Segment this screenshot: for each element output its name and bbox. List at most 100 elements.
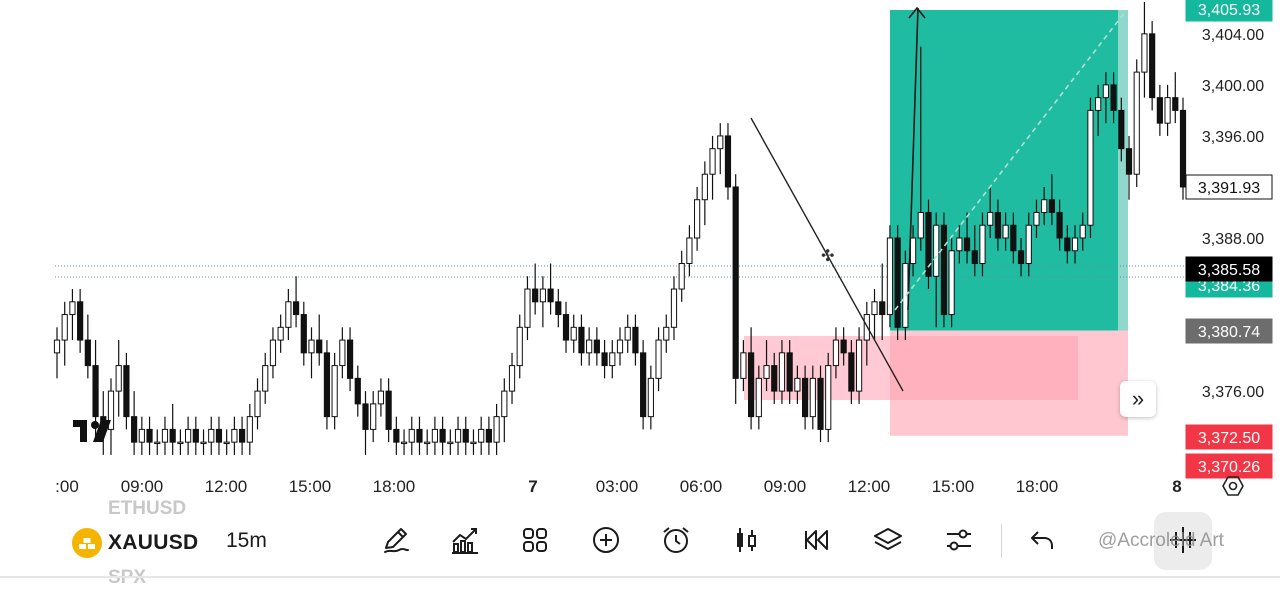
- candle-up: [254, 390, 261, 418]
- candle-up: [663, 326, 670, 341]
- candle-up: [231, 428, 238, 443]
- replay-icon[interactable]: [797, 520, 837, 560]
- price-axis[interactable]: 3,404.00 3,400.00 3,396.00 3,388.00 3,376.00: [1202, 27, 1264, 401]
- candle-up: [832, 339, 840, 367]
- candle-down: [601, 352, 608, 367]
- symbol-selector[interactable]: XAUUSD: [72, 519, 198, 567]
- price-chart[interactable]: ✣ 3,404.00 3,400.00 3,396.00 3,388.00 3,376.…: [0, 0, 1280, 508]
- settings-sliders-icon[interactable]: [939, 520, 979, 560]
- candle-down: [84, 339, 91, 367]
- candle-up: [701, 173, 708, 201]
- candle-up: [1095, 97, 1102, 111]
- candle-up: [185, 428, 192, 443]
- short-position-zone[interactable]: [744, 336, 1078, 400]
- candle-down: [593, 339, 600, 354]
- candle-up: [624, 326, 631, 341]
- candle-up: [107, 390, 115, 430]
- expand-chart-button[interactable]: »: [1120, 381, 1156, 417]
- entry-price-tag-text: 3,380.74: [1198, 324, 1260, 341]
- candle-down: [462, 428, 469, 443]
- candle-down: [1179, 109, 1187, 188]
- stop-loss-tag: [1185, 424, 1273, 450]
- layout-grid-icon[interactable]: [515, 520, 555, 560]
- candle-down: [632, 326, 639, 354]
- candle-up: [1071, 237, 1079, 252]
- candle-up: [678, 263, 685, 290]
- gold-bars-icon: [72, 528, 102, 558]
- layers-icon[interactable]: [868, 520, 908, 560]
- candle-up: [161, 428, 169, 443]
- candle-up: [285, 301, 292, 328]
- candle-up: [755, 377, 762, 418]
- candle-down: [801, 377, 809, 418]
- price-tick-label: 3,376.00: [1202, 384, 1264, 401]
- symbol-below: SPX: [108, 567, 147, 588]
- candle-down: [817, 377, 824, 430]
- candle-down: [385, 390, 392, 430]
- candle-up: [778, 352, 786, 392]
- last-close-tag-text: 3,391.93: [1198, 180, 1260, 197]
- take-profit-tag-text: 3,405.93: [1198, 2, 1260, 19]
- trend-line-drawing[interactable]: [750, 117, 904, 392]
- time-tick-label: 15:00: [932, 477, 975, 496]
- candle-down: [1125, 148, 1133, 175]
- time-axis[interactable]: :00 09:00 12:00 15:00 18:00 7 03:00 06:00 09:00 1…: [55, 477, 1182, 496]
- candle-up: [1087, 109, 1094, 226]
- candle-down: [123, 365, 130, 418]
- pencil-icon[interactable]: [376, 520, 416, 560]
- candle-up: [470, 441, 477, 445]
- candle-down: [416, 428, 423, 443]
- candle-up: [331, 365, 338, 418]
- candle-up: [447, 441, 454, 445]
- candle-up: [1133, 71, 1140, 175]
- candle-down: [555, 301, 562, 316]
- crosshair-icon[interactable]: [1163, 520, 1203, 560]
- undo-icon[interactable]: [1022, 520, 1062, 560]
- candle-up: [377, 390, 385, 405]
- candle-down: [1010, 224, 1017, 252]
- candle-down: [146, 428, 153, 443]
- candle-down: [131, 416, 138, 443]
- candle-down: [300, 314, 307, 354]
- candle-up: [1102, 84, 1109, 99]
- candle-down: [316, 339, 323, 354]
- candle-up: [339, 339, 346, 367]
- candle-down: [238, 428, 246, 443]
- candle-down: [439, 428, 446, 443]
- candles-icon[interactable]: [726, 520, 766, 560]
- time-tick-label: 06:00: [680, 477, 723, 496]
- candle-up: [586, 339, 593, 354]
- price-tick-label: 3,396.00: [1202, 129, 1264, 146]
- chart-settings-icon[interactable]: [1222, 476, 1244, 496]
- candle-down: [1064, 237, 1071, 252]
- candle-up: [478, 428, 485, 443]
- candle-up: [262, 365, 269, 392]
- candle-up: [177, 441, 184, 445]
- candle-up: [740, 352, 747, 379]
- price-tags: 3,370.26 3,372.50 3,380.74 3,384.363,385.58…: [1185, 0, 1273, 479]
- time-tick-label: 09:00: [764, 477, 807, 496]
- candle-up: [1079, 224, 1086, 239]
- add-circle-icon[interactable]: [586, 520, 626, 560]
- candle-down: [393, 428, 400, 443]
- candle-up: [909, 237, 917, 265]
- candle-up: [956, 237, 963, 252]
- candle-up: [1002, 224, 1009, 239]
- time-tick-label: 09:00: [121, 477, 164, 496]
- time-tick-label: 18:00: [1016, 477, 1059, 496]
- alarm-clock-icon[interactable]: [656, 520, 696, 560]
- interval-selector[interactable]: 15m: [226, 529, 267, 552]
- candle-up: [408, 428, 415, 443]
- candle-up: [508, 365, 516, 392]
- candle-up: [987, 211, 994, 226]
- candle-down: [354, 377, 361, 405]
- candle-down: [894, 237, 901, 328]
- candle-up: [686, 237, 693, 265]
- candle-up: [809, 377, 816, 418]
- time-tick-label: 8: [1172, 477, 1181, 496]
- candle-down: [840, 339, 847, 354]
- candle-up: [501, 390, 508, 418]
- target-arrow-line[interactable]: [907, 7, 919, 311]
- candle-up: [616, 339, 624, 354]
- indicators-icon[interactable]: [445, 520, 485, 560]
